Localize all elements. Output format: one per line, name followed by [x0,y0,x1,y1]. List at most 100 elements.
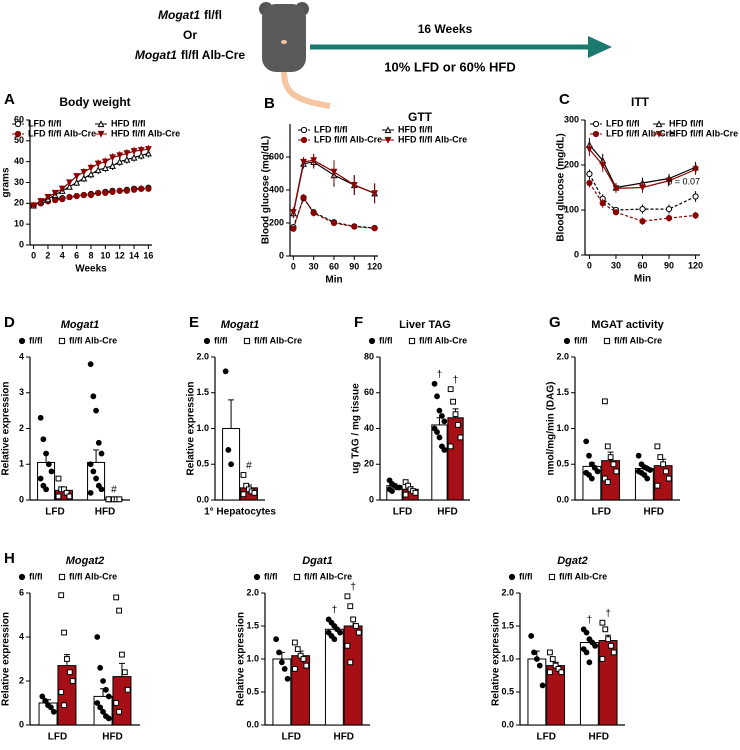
marker [289,209,297,216]
x-tick-label: LFD [393,507,412,518]
marker [101,164,109,172]
marker [639,206,646,213]
significance: † [587,615,593,626]
y-axis-title: Blood glucose (mg/dL) [556,133,567,241]
marker [87,170,95,178]
y-tick-label: 0 [19,239,24,249]
marker [58,592,65,599]
marker [599,619,606,626]
marker [116,708,122,715]
marker [240,491,247,498]
marker [69,678,76,684]
x-tick-label: 12 [115,250,125,260]
marker [251,489,258,496]
y-tick-label: 0.0 [246,719,259,729]
marker [95,189,102,197]
marker [228,461,234,468]
y-tick-label: 30 [14,177,24,187]
marker [613,468,620,475]
legend-label: HFD fl/fl [398,124,433,134]
x-tick-label: 0 [31,250,36,260]
x-tick-label: 6 [74,250,79,260]
chart-title: GTT [408,110,433,124]
marker [599,161,607,169]
chart-title: Mogat1 [221,319,260,331]
marker [447,443,454,450]
marker [441,447,448,453]
marker [330,219,338,227]
or: Or [183,28,197,42]
marker [37,475,44,482]
marker [113,700,120,706]
marker [222,368,229,375]
legend-label: HFD fl/fl [669,118,704,128]
x-tick-label: HFD [588,732,609,743]
marker [389,488,395,494]
marker [116,157,124,165]
chart-title: Liver TAG [399,319,451,331]
marker [87,361,94,368]
marker [586,452,592,459]
marker [87,191,95,199]
marker [130,153,138,161]
legend-label: fl/fl Alb-Cre [69,335,117,345]
marker [61,702,67,709]
marker [431,380,438,387]
x-tick-label: LFD [282,732,301,743]
marker [145,146,152,153]
marker [109,188,116,195]
legend-label: fl/fl [29,335,43,345]
marker [663,468,669,475]
marker [539,682,546,689]
marker [592,120,600,128]
marker [130,148,138,155]
marker [30,202,37,210]
marker [602,626,609,633]
suffix: fl/fl [204,8,222,22]
marker [586,170,593,178]
x-tick-label: 120 [688,260,703,270]
marker [396,484,403,491]
y-tick-label: 60 [364,387,374,397]
y-tick-label: 1.0 [501,653,514,663]
marker [278,659,285,666]
marker [130,186,138,193]
x-tick-label: 16 [143,250,153,260]
x-tick-label: 60 [637,260,647,270]
marker [284,675,291,682]
marker [665,206,673,213]
marker [655,130,663,138]
marker [434,429,440,435]
marker [44,193,52,201]
marker [310,210,317,217]
y-tick-label: 4 [19,351,24,361]
marker [66,182,73,190]
bar [527,658,547,726]
marker [549,656,556,662]
significance: # [246,461,252,472]
significance: † [605,608,611,619]
marker [93,407,99,414]
legend-label: fl/fl [214,335,228,345]
significance: † [350,582,356,593]
marker [508,573,516,581]
marker [50,708,57,715]
series-line [292,159,375,213]
y-tick-label: 100 [564,204,579,214]
marker [73,178,81,186]
marker [73,192,80,200]
y-axis-title: Relative expression [1,612,12,706]
genotype-1: Mogat1 fl/fl [158,8,222,22]
marker [145,185,152,192]
legend-label: fl/fl [519,571,533,581]
marker [654,482,661,489]
y-tick-label: 50 [14,135,24,145]
marker [439,413,445,419]
marker [547,649,553,656]
marker [80,191,87,199]
legend-label: fl/fl Alb-Cre [614,335,662,345]
significance: † [437,369,443,380]
marker [692,166,699,174]
marker [605,636,612,643]
marker [58,185,66,193]
